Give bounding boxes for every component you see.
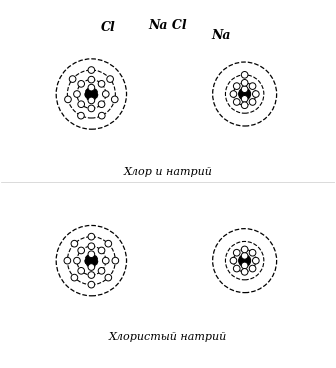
Circle shape <box>98 101 105 107</box>
Circle shape <box>241 246 248 253</box>
Circle shape <box>102 91 109 98</box>
Circle shape <box>239 88 251 100</box>
Circle shape <box>105 274 112 281</box>
Circle shape <box>88 243 95 250</box>
Circle shape <box>78 247 85 254</box>
Circle shape <box>241 262 248 269</box>
Circle shape <box>112 96 118 103</box>
Circle shape <box>78 112 84 119</box>
Circle shape <box>78 81 85 87</box>
Circle shape <box>88 281 95 288</box>
Circle shape <box>230 91 237 98</box>
Circle shape <box>88 251 95 258</box>
Circle shape <box>71 240 78 247</box>
Circle shape <box>88 105 95 112</box>
Circle shape <box>65 96 71 103</box>
Circle shape <box>249 99 256 105</box>
Circle shape <box>78 268 85 274</box>
Circle shape <box>88 67 95 73</box>
Circle shape <box>249 250 256 256</box>
Circle shape <box>107 76 114 82</box>
Circle shape <box>241 86 248 93</box>
Circle shape <box>234 265 240 272</box>
Circle shape <box>88 272 95 278</box>
Circle shape <box>74 257 80 264</box>
Circle shape <box>102 257 109 264</box>
Circle shape <box>112 257 119 264</box>
Text: Хлор и натрий: Хлор и натрий <box>124 167 212 177</box>
Circle shape <box>234 250 240 256</box>
Text: Cl: Cl <box>101 21 115 34</box>
Circle shape <box>78 101 85 107</box>
Circle shape <box>230 257 237 264</box>
Circle shape <box>105 240 112 247</box>
Circle shape <box>241 79 248 86</box>
Circle shape <box>88 233 95 240</box>
Circle shape <box>74 91 80 98</box>
Circle shape <box>241 102 248 109</box>
Circle shape <box>98 268 105 274</box>
Circle shape <box>88 264 95 270</box>
Circle shape <box>98 247 105 254</box>
Circle shape <box>69 76 76 82</box>
Text: Na: Na <box>212 29 231 42</box>
Circle shape <box>239 255 251 267</box>
Circle shape <box>88 84 95 91</box>
Circle shape <box>85 88 97 100</box>
Circle shape <box>234 83 240 89</box>
Circle shape <box>64 257 71 264</box>
Circle shape <box>249 265 256 272</box>
Text: Хлористый натрий: Хлористый натрий <box>109 332 227 342</box>
Circle shape <box>88 97 95 104</box>
Circle shape <box>88 76 95 83</box>
Text: Na Cl: Na Cl <box>149 19 187 32</box>
Circle shape <box>241 252 248 259</box>
Circle shape <box>241 269 248 275</box>
Circle shape <box>85 255 97 267</box>
Circle shape <box>253 257 259 264</box>
Circle shape <box>98 81 105 87</box>
Circle shape <box>98 112 105 119</box>
Circle shape <box>249 83 256 89</box>
Circle shape <box>71 274 78 281</box>
Circle shape <box>253 91 259 98</box>
Circle shape <box>234 99 240 105</box>
Circle shape <box>241 96 248 102</box>
Circle shape <box>241 71 248 78</box>
